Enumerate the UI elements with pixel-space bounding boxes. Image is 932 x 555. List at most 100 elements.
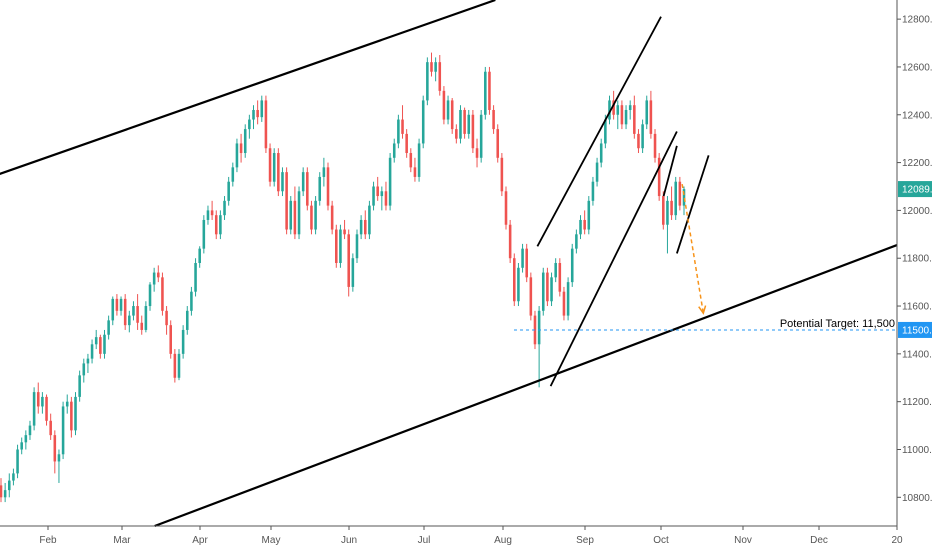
- candle-body: [252, 109, 255, 120]
- candle-body: [277, 153, 280, 192]
- candle-body: [496, 129, 500, 158]
- candle: [82, 358, 86, 383]
- candle: [624, 105, 628, 130]
- candle-body: [322, 167, 326, 177]
- candle-body: [119, 298, 123, 311]
- candle: [372, 181, 375, 211]
- candle-body: [235, 143, 239, 168]
- candle-body: [517, 267, 520, 302]
- candle: [90, 339, 94, 364]
- candle: [513, 253, 516, 307]
- candle: [355, 229, 359, 263]
- y-tick-label: 12000.0: [902, 206, 932, 217]
- candle-body: [504, 191, 508, 225]
- candle-body: [339, 229, 342, 263]
- candle-body: [202, 219, 206, 249]
- candle-body: [285, 172, 288, 230]
- x-tick-label: Aug: [494, 535, 512, 546]
- candle: [417, 138, 421, 182]
- last-price-tag-text: 12089.2: [902, 185, 932, 196]
- candle-body: [70, 401, 73, 431]
- candle: [426, 57, 429, 106]
- candle-body: [260, 100, 264, 118]
- candle-body: [256, 109, 259, 118]
- channel-lower-trendline: [154, 244, 898, 528]
- candle: [628, 100, 632, 120]
- candle: [537, 306, 541, 388]
- rising-channel-lower-trendline: [549, 131, 678, 387]
- candle: [645, 95, 649, 130]
- flag-upper-trendline: [662, 145, 678, 197]
- candle-body: [430, 62, 433, 72]
- x-tick-label: 20: [891, 535, 903, 546]
- candle: [392, 138, 396, 163]
- candle-body: [318, 176, 322, 201]
- candle-body: [7, 480, 11, 491]
- y-tick-label: 10800.0: [902, 493, 932, 504]
- candle-body: [123, 298, 127, 326]
- candle: [202, 215, 206, 254]
- candle-body: [194, 263, 197, 292]
- candle-body: [65, 401, 69, 407]
- rising-channel-upper-trendline: [536, 16, 662, 247]
- candle: [144, 301, 148, 333]
- candle-body: [384, 191, 388, 206]
- candle: [289, 196, 293, 235]
- candle: [558, 258, 562, 297]
- candle-body: [521, 248, 524, 268]
- candle: [504, 186, 508, 230]
- candle-body: [653, 133, 657, 158]
- candle-body: [442, 90, 446, 120]
- candle-body: [372, 186, 375, 206]
- candle: [674, 176, 678, 220]
- candle-body: [169, 325, 172, 354]
- candle-body: [645, 100, 649, 125]
- target-annotation: Potential Target: 11,500: [780, 318, 895, 330]
- candle-body: [82, 363, 86, 376]
- candle-body: [272, 153, 276, 182]
- candle-body: [24, 435, 28, 443]
- candle-body: [479, 114, 483, 158]
- candle-body: [20, 442, 23, 450]
- x-tick-label: Nov: [734, 535, 752, 546]
- candle-body: [90, 344, 94, 359]
- candle-body: [450, 100, 454, 130]
- candle: [421, 95, 425, 149]
- candle: [413, 157, 417, 182]
- candle-body: [550, 277, 553, 302]
- candle-body: [508, 224, 512, 259]
- candle-body: [289, 200, 293, 230]
- candle: [12, 468, 15, 486]
- flag-lower-trendline: [676, 155, 710, 254]
- candle: [227, 176, 230, 206]
- candle-body: [368, 205, 371, 235]
- candle-body: [471, 114, 475, 149]
- candle-body: [558, 263, 562, 292]
- x-tick-label: Mar: [113, 535, 131, 546]
- candle-body: [190, 291, 193, 311]
- y-tick-label: 11400.0: [902, 349, 932, 360]
- candle: [409, 148, 413, 173]
- x-tick-label: Oct: [653, 535, 669, 546]
- candle-body: [649, 100, 653, 134]
- candle: [219, 210, 222, 240]
- candle: [430, 52, 433, 77]
- candle-body: [674, 181, 678, 216]
- candle-body: [198, 248, 201, 263]
- candle: [521, 243, 524, 273]
- candle: [641, 119, 644, 154]
- candle: [20, 437, 23, 455]
- candle: [136, 294, 139, 330]
- candle: [198, 246, 201, 268]
- candle-body: [148, 284, 152, 307]
- candle: [479, 109, 483, 163]
- candle-body: [335, 229, 338, 263]
- candle-body: [459, 109, 462, 139]
- candle-body: [0, 485, 3, 498]
- candle: [446, 95, 450, 125]
- candle-body: [293, 200, 297, 235]
- candle: [314, 196, 317, 235]
- candle-body: [463, 109, 466, 134]
- candle: [65, 394, 69, 414]
